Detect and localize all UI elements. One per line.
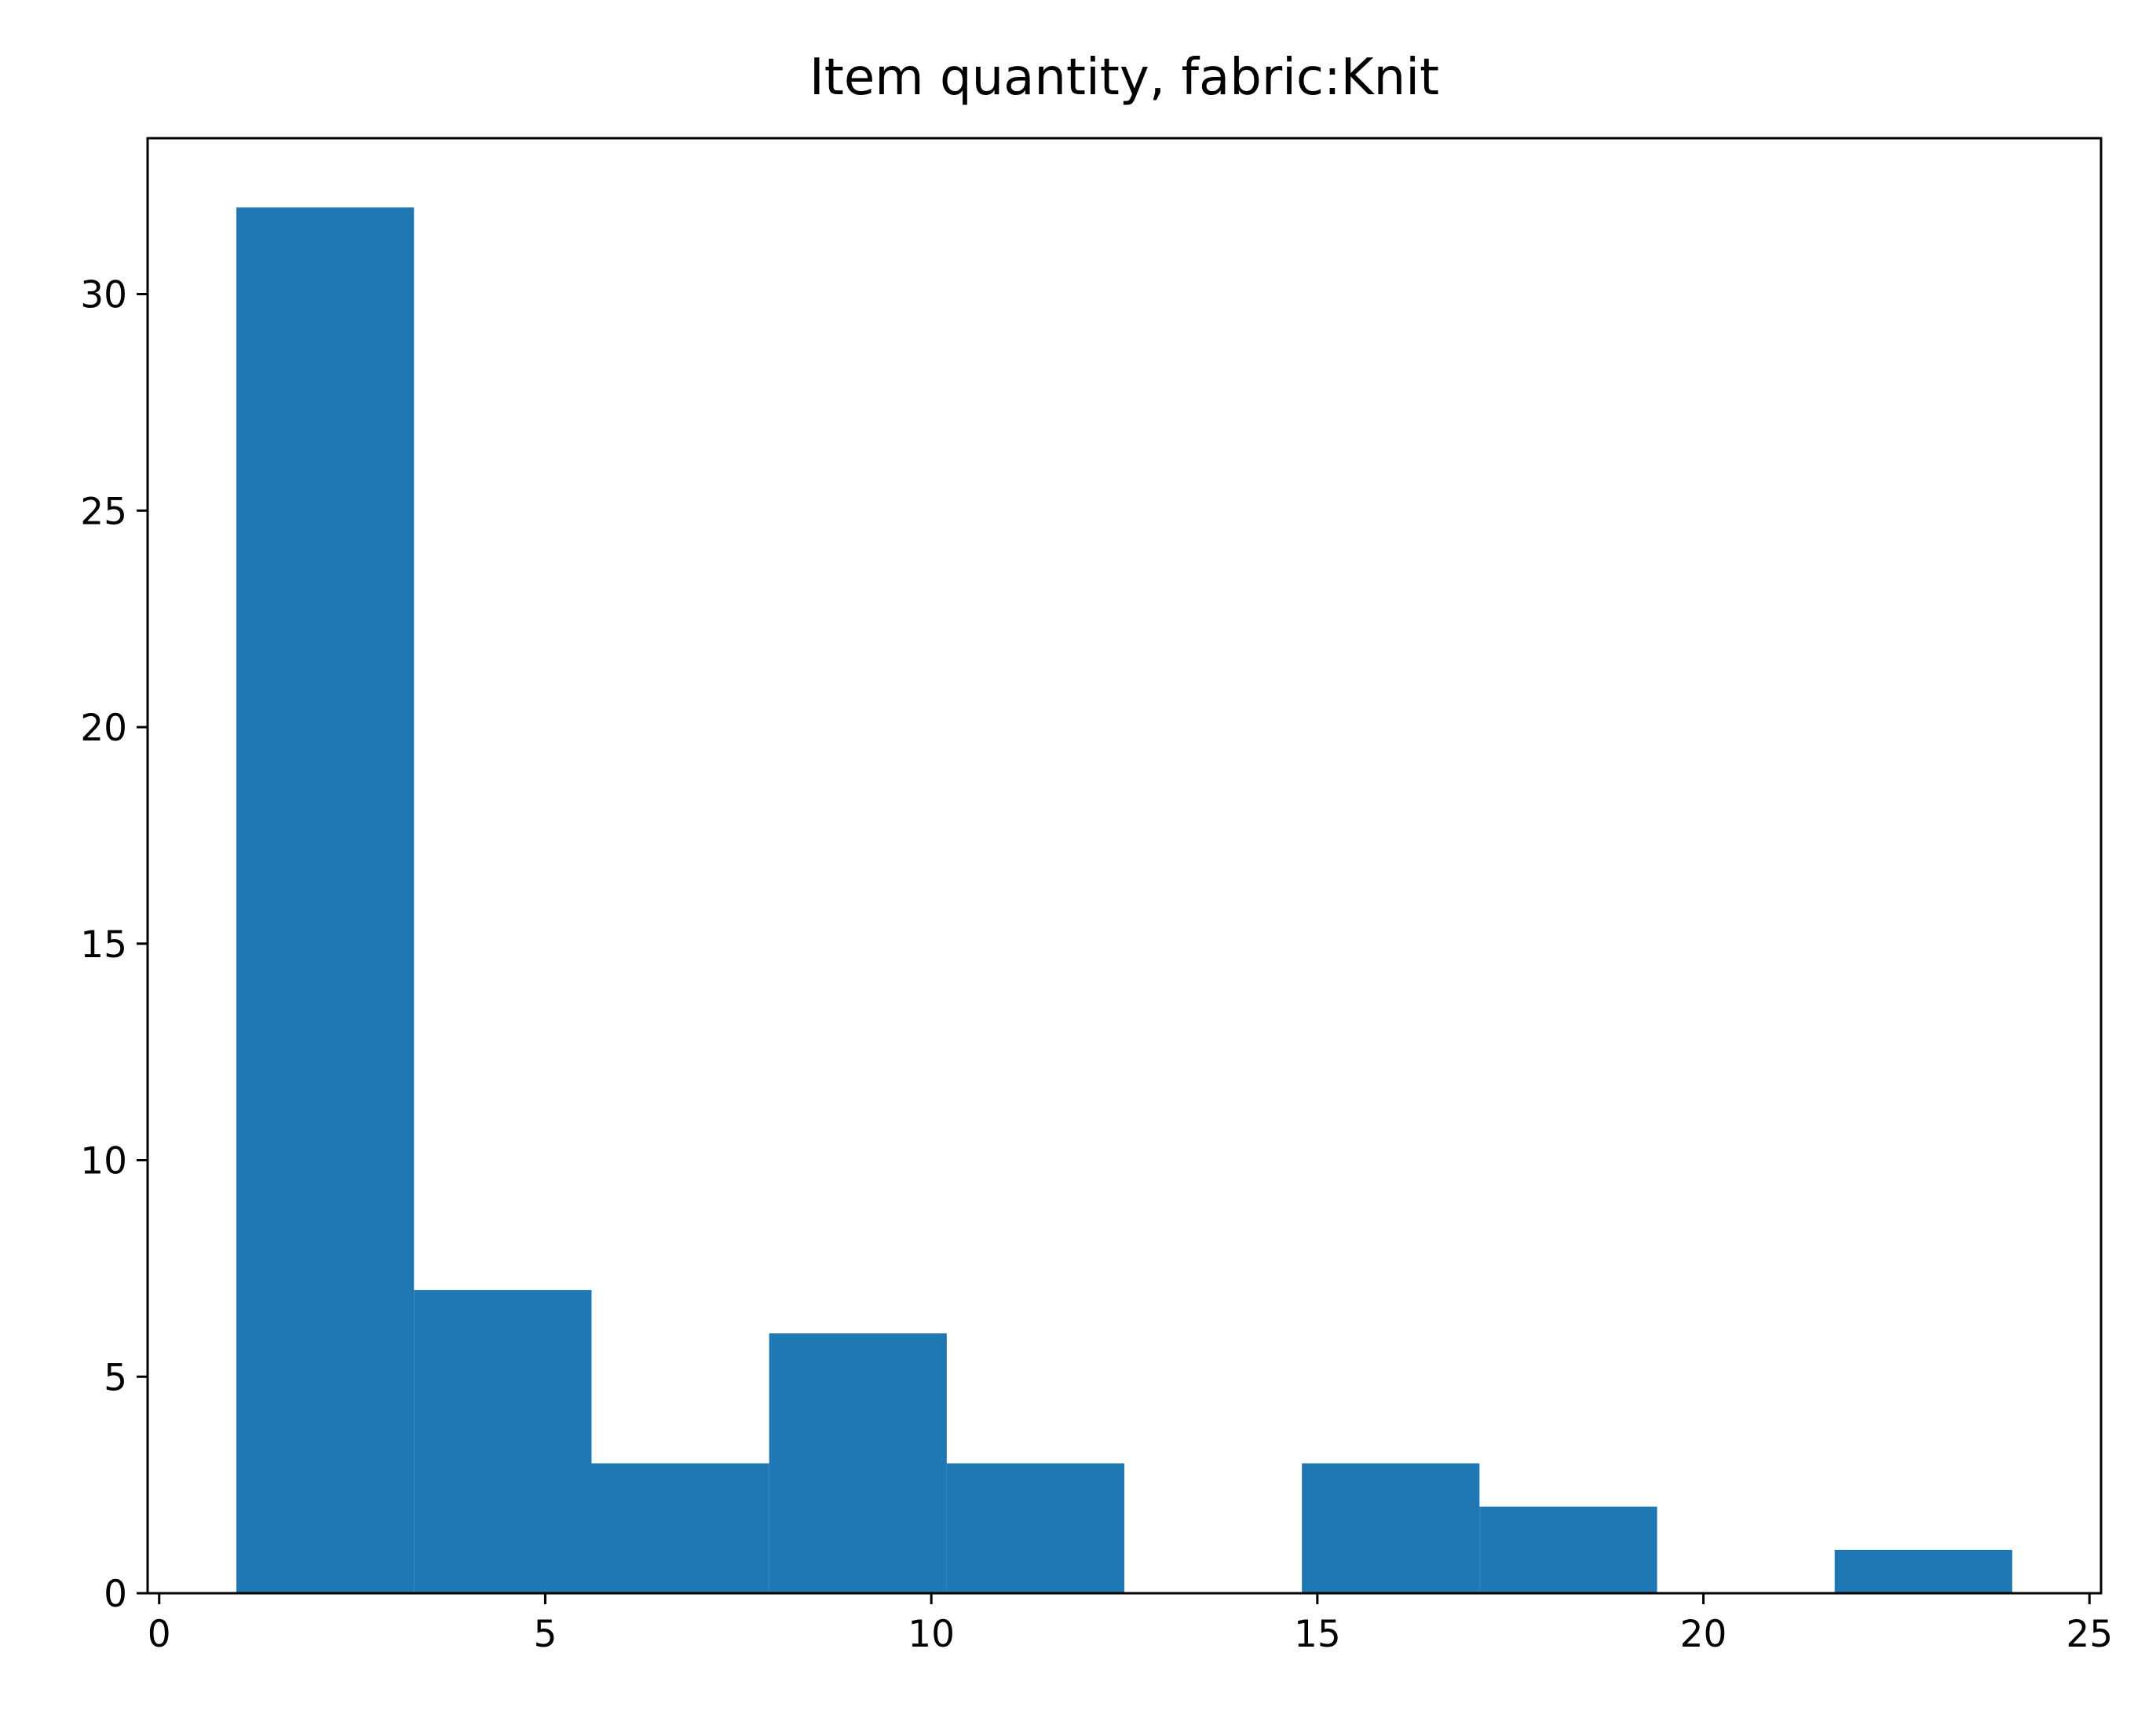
chart-title: Item quantity, fabric:Knit <box>809 49 1439 107</box>
y-tick-label: 5 <box>104 1356 127 1399</box>
y-tick-label: 0 <box>104 1573 127 1616</box>
y-axis: 0 5 10 15 20 25 30 <box>80 274 148 1616</box>
y-tick-label: 15 <box>80 923 127 967</box>
x-tick-label: 5 <box>533 1613 557 1656</box>
x-axis: 0 5 10 15 20 25 <box>148 1593 2113 1656</box>
histogram-bar-4 <box>946 1463 1124 1593</box>
x-tick-label: 10 <box>908 1613 955 1656</box>
y-tick-label: 25 <box>80 490 127 533</box>
histogram-bar-0 <box>236 207 415 1594</box>
y-tick-label: 20 <box>80 707 127 750</box>
x-tick-label: 0 <box>148 1613 171 1656</box>
histogram-bar-7 <box>1479 1506 1657 1593</box>
x-tick-label: 15 <box>1294 1613 1341 1656</box>
histogram-bar-1 <box>414 1289 592 1593</box>
histogram-bar-6 <box>1302 1463 1480 1593</box>
y-tick-label: 10 <box>80 1140 127 1183</box>
bars-layer <box>236 207 2012 1594</box>
histogram-bar-3 <box>769 1333 947 1593</box>
histogram-bar-2 <box>591 1463 769 1593</box>
plot-frame <box>146 137 2103 1595</box>
x-tick-label: 25 <box>2066 1613 2113 1656</box>
x-tick-label: 20 <box>1680 1613 1727 1656</box>
y-tick-label: 30 <box>80 274 127 317</box>
histogram-bar-9 <box>1834 1549 2012 1593</box>
